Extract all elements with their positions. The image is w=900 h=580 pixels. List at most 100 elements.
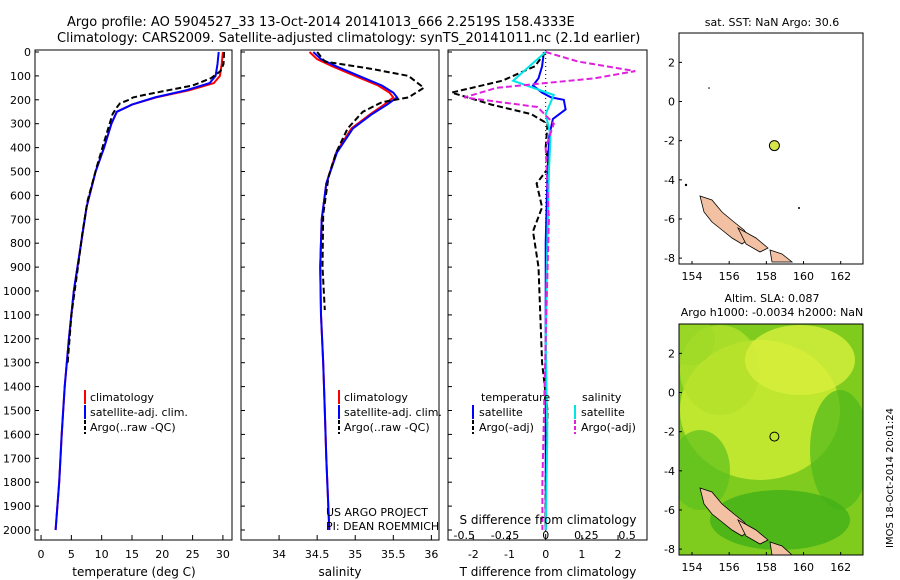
y-tick-label: 1200 (3, 333, 31, 346)
y-tick-label: 600 (10, 189, 31, 202)
series-line-satellite (312, 51, 399, 531)
legend-satellite: satellite-adj. clim. (344, 406, 442, 419)
map-y-tick-label: -4 (664, 465, 675, 478)
island-shape (737, 227, 769, 253)
salinity-xlabel: salinity (318, 565, 361, 579)
y-tick-label: 700 (10, 213, 31, 226)
map-x-tick-label: 162 (830, 561, 851, 574)
map-x-tick-label: 156 (719, 270, 740, 283)
series-line-satellite (54, 51, 220, 531)
island-shape (769, 541, 793, 555)
legend-t-satellite: satellite (479, 406, 523, 419)
series-line-argo (316, 51, 426, 311)
legend-satellite: satellite-adj. clim. (90, 406, 188, 419)
sla-patch (745, 325, 855, 395)
x-tick-label: 5 (68, 548, 75, 561)
sla-patch (679, 430, 730, 510)
series-line-argo (66, 51, 226, 363)
x2-tick-label: 0 (542, 529, 549, 542)
difference-legend: temperature satellite Argo(-adj) salinit… (472, 391, 636, 434)
sla-patch (810, 390, 863, 510)
map-x-tick-label: 160 (793, 270, 814, 283)
x-tick-label: 2 (615, 548, 622, 561)
x-tick-label: 0 (38, 548, 45, 561)
y-tick-label: 800 (10, 237, 31, 250)
argo-location-marker (768, 140, 780, 152)
island-shape (737, 519, 769, 545)
map-y-tick-label: -8 (664, 252, 675, 265)
x-tick-label: 1 (578, 548, 585, 561)
islet (798, 207, 800, 209)
map-y-tick-label: -2 (664, 135, 675, 148)
y-tick-label: 1300 (3, 357, 31, 370)
map-y-tick-label: -6 (664, 504, 675, 517)
x-tick-label: 36 (424, 548, 438, 561)
x-tick-label: 34.5 (305, 548, 330, 561)
x2-tick-label: -0.5 (454, 529, 475, 542)
y-tick-label: 1500 (3, 405, 31, 418)
salinity-axes-box (240, 49, 440, 541)
legend-s-argo: Argo(-adj) (581, 421, 636, 434)
y-tick-label: 1400 (3, 381, 31, 394)
map-x-tick-label: 156 (719, 561, 740, 574)
header-line2: Climatology: CARS2009. Satellite-adjuste… (57, 31, 640, 46)
temperature-panel: 0 5 10 15 20 25 30 0 100 200 300 400 500 600 700 800 90… (3, 46, 233, 579)
map-x-tick-label: 154 (682, 561, 703, 574)
y-tick-label: 400 (10, 142, 31, 155)
map-y-tick-label: 2 (668, 56, 675, 69)
y-tick-label: 0 (24, 46, 31, 59)
salinity-panel: 34 34.5 35 35.5 36 salinity climatology sate… (240, 49, 442, 579)
map-y-tick-label: -6 (664, 213, 675, 226)
map-x-tick-label: 154 (682, 270, 703, 283)
x-tick-label: 35 (348, 548, 362, 561)
x2-tick-label: -0.25 (491, 529, 519, 542)
map-y-tick-label: 0 (668, 96, 675, 109)
series-line-climatology (54, 51, 224, 531)
sla-patch (679, 324, 715, 365)
x-tick-label: 15 (125, 548, 139, 561)
series-line-s_argo (464, 51, 636, 530)
t-diff-xlabel: T difference from climatology (459, 565, 637, 579)
series-line-t_argo (447, 51, 551, 530)
temperature-xlabel: temperature (deg C) (72, 565, 195, 579)
x-tick-label: 30 (216, 548, 230, 561)
sst-map-land (684, 87, 800, 263)
islet (708, 87, 710, 89)
y-tick-label: 1600 (3, 428, 31, 441)
legend-climatology: climatology (90, 391, 154, 404)
project-line1: US ARGO PROJECT (326, 506, 428, 519)
y-tick-label: 300 (10, 118, 31, 131)
sst-map-title: sat. SST: NaN Argo: 30.6 (705, 16, 839, 29)
map-y-tick-label: -8 (664, 543, 675, 556)
temperature-legend: climatology satellite-adj. clim. Argo(..… (84, 390, 188, 434)
y-tick-label: 1000 (3, 285, 31, 298)
y-tick-label: 2000 (3, 524, 31, 537)
y-tick-label: 200 (10, 94, 31, 107)
island-shape (769, 249, 794, 263)
x-tick-label: 34 (272, 548, 286, 561)
sla-map: Altim. SLA: 0.087 Argo h1000: -0.0034 h2… (664, 292, 864, 574)
y-tick-label: 1800 (3, 476, 31, 489)
legend-t-heading: temperature (481, 391, 550, 404)
sla-map-title1: Altim. SLA: 0.087 (724, 292, 819, 305)
project-line2: PI: DEAN ROEMMICH (326, 520, 439, 533)
x-tick-label: -1 (504, 548, 515, 561)
timestamp-stamp: IMOS 18-Oct-2014 20:01:24 (885, 408, 896, 548)
map-y-tick-label: 2 (668, 347, 675, 360)
legend-t-argo: Argo(-adj) (479, 421, 534, 434)
islet (684, 183, 688, 187)
y-tick-label: 100 (10, 70, 31, 83)
difference-axes-box (447, 49, 648, 541)
map-x-tick-label: 160 (793, 561, 814, 574)
legend-s-heading: salinity (582, 391, 622, 404)
sst-map: sat. SST: NaN Argo: 30.6 154 156 158 160 162… (664, 16, 864, 283)
x-tick-label: 0 (542, 548, 549, 561)
argo-location-marker (769, 431, 780, 442)
x2-tick-label: 0.5 (618, 529, 636, 542)
x-tick-label: 20 (155, 548, 169, 561)
legend-argo: Argo(..raw -QC) (90, 421, 176, 434)
temperature-axes-box (34, 49, 233, 541)
series-line-t_satellite (531, 51, 567, 530)
sla-map-frame (678, 323, 864, 556)
